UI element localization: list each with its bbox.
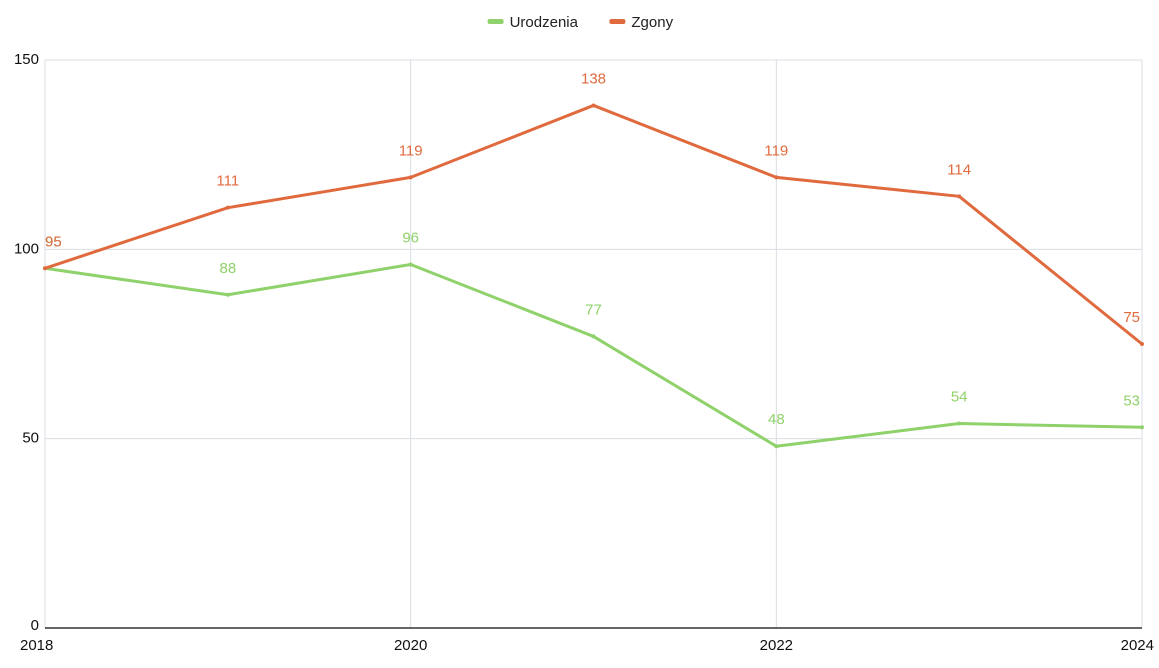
data-label: 138: [581, 70, 606, 87]
legend-item-zgony: Zgony: [609, 14, 674, 31]
x-tick-label: 2024: [1121, 637, 1154, 654]
legend: Urodzenia Zgony: [487, 14, 674, 31]
data-point: [225, 205, 230, 210]
y-tick-label: 50: [22, 430, 39, 447]
data-point: [1140, 425, 1144, 430]
data-label: 119: [764, 142, 788, 159]
data-label: 95: [45, 233, 62, 250]
data-point: [43, 266, 47, 271]
data-point: [591, 103, 596, 108]
data-label: 111: [216, 173, 239, 190]
legend-label: Urodzenia: [510, 14, 579, 31]
data-point: [591, 334, 596, 339]
series-layer: [43, 103, 1144, 449]
y-tick-label: 100: [14, 240, 39, 257]
x-tick-label: 2018: [20, 637, 53, 654]
grid-layer: [45, 59, 1143, 628]
data-point: [1140, 342, 1144, 346]
x-tick-label: 2020: [394, 637, 427, 654]
data-point: [408, 262, 413, 267]
data-label: 96: [402, 229, 419, 246]
data-label: 54: [951, 389, 968, 406]
data-point: [774, 444, 779, 449]
data-label: 114: [947, 161, 971, 178]
data-point: [774, 175, 779, 180]
data-label: 75: [1123, 309, 1140, 326]
data-label: 88: [219, 260, 236, 277]
legend-swatch: [609, 19, 626, 24]
axis-layer: 0 50 100 150 2018 2020 2022 2024: [14, 51, 1154, 654]
y-tick-label: 150: [14, 51, 39, 68]
y-tick-label: 0: [31, 617, 39, 634]
data-point: [957, 421, 962, 426]
data-label: 48: [768, 411, 785, 428]
data-label: 95: [45, 233, 62, 250]
x-tick-label: 2022: [760, 637, 793, 654]
legend-swatch: [487, 19, 504, 24]
data-label: 53: [1123, 392, 1140, 409]
legend-label: Zgony: [631, 14, 673, 31]
data-label: 77: [585, 301, 602, 318]
legend-item-urodzenia: Urodzenia: [487, 14, 579, 31]
series-line-urodzenia: [43, 262, 1144, 448]
data-label: 119: [399, 142, 423, 159]
data-point: [408, 175, 413, 180]
data-point: [225, 292, 230, 297]
data-point: [957, 194, 962, 199]
